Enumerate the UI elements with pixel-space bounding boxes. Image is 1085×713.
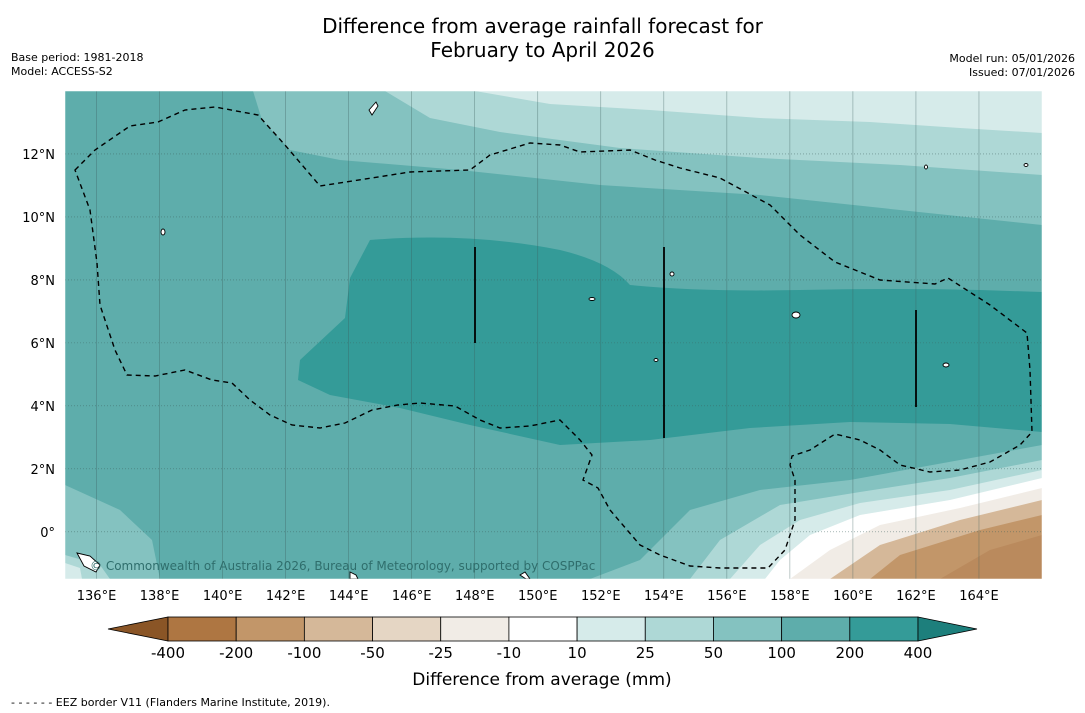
base-period-text: Base period: 1981-2018: [11, 51, 144, 64]
colorbar-segment: [781, 616, 851, 642]
x-axis-ticks: 136°E 138°E 140°E 142°E 144°E 146°E 148°E 150°E…: [77, 589, 999, 604]
colorbar-segment: [849, 616, 919, 642]
run-info: Model run: 05/01/2026 Issued: 07/01/2026: [949, 52, 1075, 80]
colorbar-tick-label: -100: [287, 644, 321, 662]
colorbar: [107, 616, 978, 642]
x-tick-label: 156°E: [707, 589, 747, 604]
colorbar-tick-label: 25: [636, 644, 655, 662]
y-tick-label: 0°: [40, 526, 55, 541]
island-palau: [160, 228, 166, 236]
x-tick-label: 158°E: [770, 589, 810, 604]
island-atoll-2: [653, 358, 659, 362]
x-tick-label: 154°E: [644, 589, 684, 604]
colorbar-tick-label: 400: [904, 644, 933, 662]
colorbar-extend-low: [107, 616, 169, 642]
y-tick-label: 6°N: [31, 337, 56, 352]
x-tick-label: 162°E: [896, 589, 936, 604]
island-atoll-4: [924, 164, 928, 170]
colorbar-tick-label: 100: [767, 644, 796, 662]
y-tick-label: 12°N: [22, 148, 55, 163]
x-tick-label: 152°E: [581, 589, 621, 604]
x-tick-label: 164°E: [959, 589, 999, 604]
island-new-guinea-coast: [76, 552, 101, 573]
island-atoll-3: [1023, 163, 1029, 167]
x-tick-label: 140°E: [203, 589, 243, 604]
colorbar-segment: [644, 616, 714, 642]
map-title-line2: February to April 2026: [430, 38, 655, 62]
map-title: Difference from average rainfall forecas…: [0, 14, 1085, 62]
island-atoll-1: [669, 271, 675, 277]
model-run-text: Model run: 05/01/2026: [949, 52, 1075, 65]
y-axis-ticks: 12°N 10°N 8°N 6°N 4°N 2°N 0°: [22, 148, 55, 541]
x-tick-label: 148°E: [455, 589, 495, 604]
model-text: Model: ACCESS-S2: [11, 65, 113, 78]
colorbar-tick-label: -25: [428, 644, 453, 662]
colorbar-segment: [440, 616, 510, 642]
colorbar-tick-label: 200: [835, 644, 864, 662]
contour-10-25: [475, 91, 1042, 133]
y-tick-label: 4°N: [31, 400, 56, 415]
y-tick-label: 10°N: [22, 211, 55, 226]
x-tick-label: 146°E: [392, 589, 432, 604]
island-kosrae: [942, 362, 950, 368]
model-info: Base period: 1981-2018 Model: ACCESS-S2: [11, 51, 143, 79]
island-guam: [368, 101, 379, 116]
eez-legend-note: - - - - - - EEZ border V11 (Flanders Mar…: [11, 696, 330, 709]
colorbar-title: Difference from average (mm): [412, 670, 671, 690]
colorbar-tick-label: -200: [219, 644, 253, 662]
colorbar-tick-label: 50: [704, 644, 723, 662]
eez-border: [74, 106, 1033, 569]
x-tick-label: 138°E: [140, 589, 180, 604]
y-tick-label: 2°N: [31, 463, 56, 478]
island-pohnpei: [791, 311, 801, 319]
colorbar-segment: [508, 616, 578, 642]
rainfall-contours: © Commonwealth of Australia 2026, Bureau…: [65, 91, 1042, 579]
x-tick-label: 144°E: [329, 589, 369, 604]
x-tick-label: 150°E: [518, 589, 558, 604]
colorbar-segment: [235, 616, 305, 642]
colorbar-segment: [576, 616, 646, 642]
contour-sw-10-25: [65, 563, 82, 579]
colorbar-tick-label: -50: [360, 644, 385, 662]
island-chuuk: [588, 297, 596, 301]
map-frame: [64, 90, 1043, 580]
y-tick-label: 8°N: [31, 274, 56, 289]
x-tick-label: 142°E: [266, 589, 306, 604]
colorbar-segment: [372, 616, 442, 642]
map-title-line1: Difference from average rainfall forecas…: [322, 14, 763, 38]
copyright-text: © Commonwealth of Australia 2026, Bureau…: [90, 559, 595, 573]
issued-text: Issued: 07/01/2026: [968, 66, 1075, 79]
colorbar-tick-label: -10: [497, 644, 522, 662]
colorbar-segment: [713, 616, 783, 642]
contour-se-minus150: [940, 535, 1042, 579]
colorbar-extend-high: [917, 616, 978, 642]
colorbar-tick-labels: -400 -200 -100 -50 -25 -10 10 25 50 100 200 400: [151, 644, 932, 662]
island-manus: [349, 571, 359, 579]
colorbar-tick-label: 10: [568, 644, 587, 662]
colorbar-tick-label: -400: [151, 644, 185, 662]
contour-200-400: [298, 237, 1042, 445]
colorbar-segment: [303, 616, 373, 642]
islands: [76, 101, 1029, 579]
island-new-ireland-tip: [519, 571, 531, 579]
x-tick-label: 136°E: [77, 589, 117, 604]
colorbar-segment: [167, 616, 237, 642]
x-tick-label: 160°E: [833, 589, 873, 604]
